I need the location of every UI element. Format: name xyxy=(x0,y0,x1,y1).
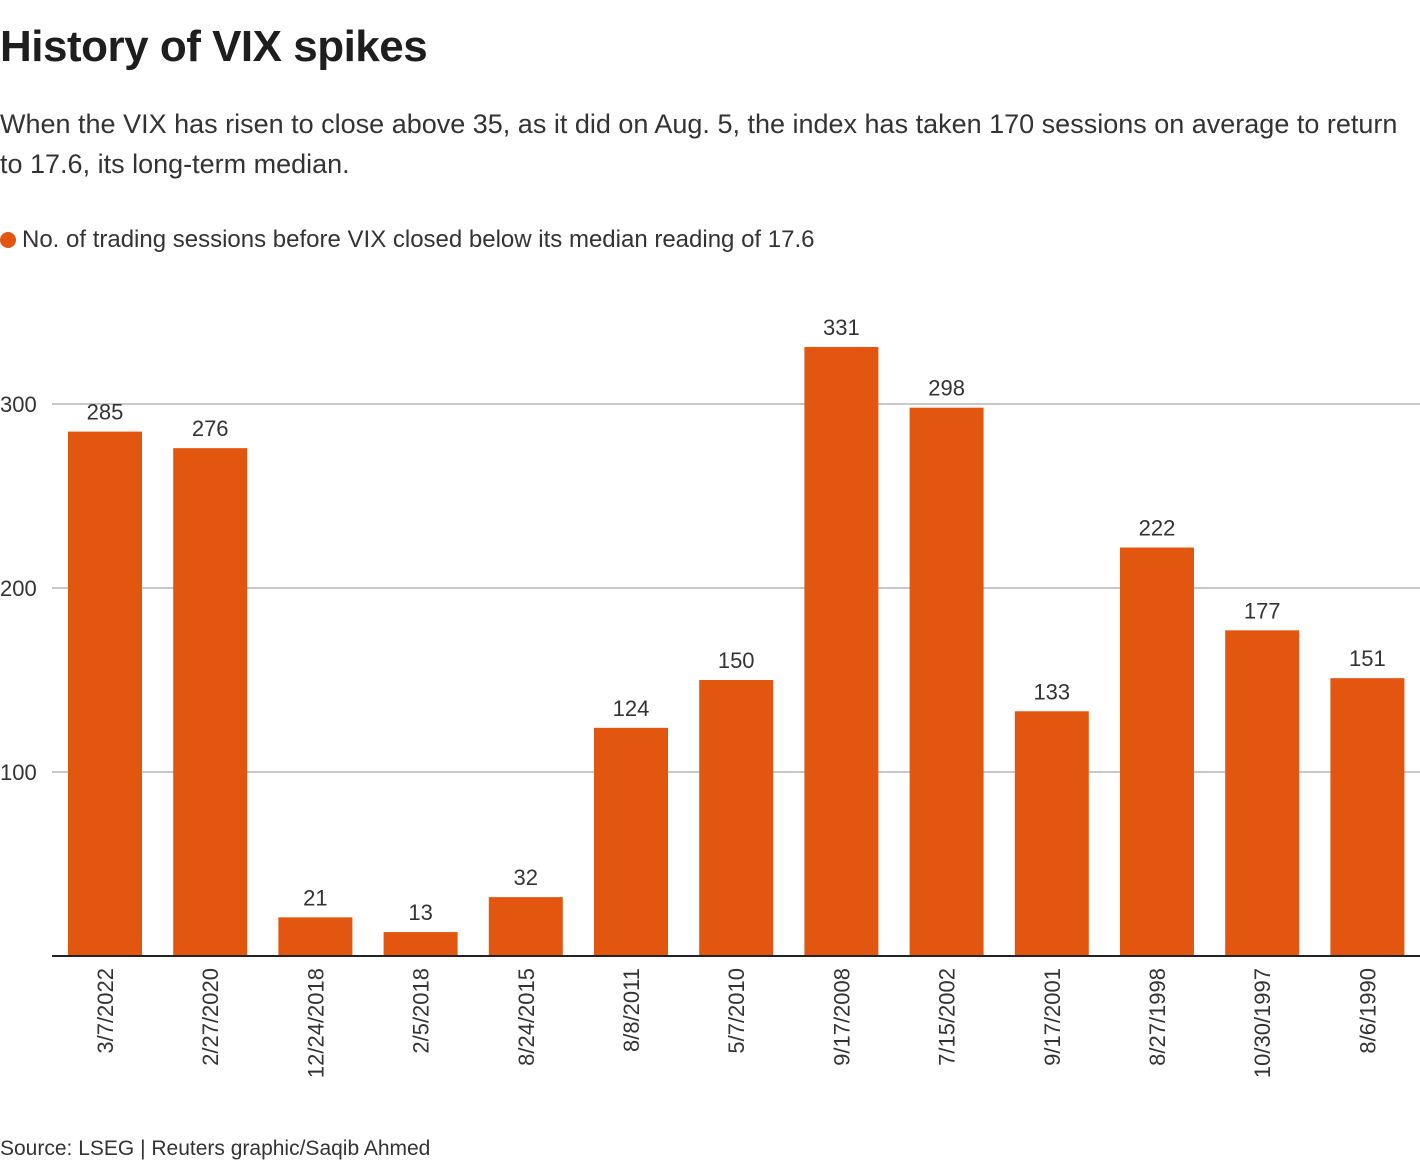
x-tick-label: 12/24/2018 xyxy=(303,968,328,1078)
y-tick-label: 100 xyxy=(0,760,37,785)
bar xyxy=(594,727,668,956)
x-tick-label: 7/15/2002 xyxy=(935,968,960,1066)
x-tick-label: 9/17/2001 xyxy=(1040,968,1065,1066)
bar xyxy=(173,448,248,956)
bar xyxy=(68,431,142,957)
bars xyxy=(68,346,1405,957)
data-label: 32 xyxy=(514,865,538,890)
bar xyxy=(1120,547,1194,956)
bar xyxy=(278,917,353,956)
x-tick-label: 2/5/2018 xyxy=(409,968,434,1054)
legend: No. of trading sessions before VIX close… xyxy=(0,226,814,254)
data-label: 151 xyxy=(1349,646,1386,671)
data-label: 177 xyxy=(1244,598,1281,623)
x-tick-label: 10/30/1997 xyxy=(1250,968,1275,1078)
bar xyxy=(1014,711,1089,956)
bar xyxy=(699,680,774,956)
x-tick-label: 5/7/2010 xyxy=(724,968,749,1054)
x-tick-label: 8/24/2015 xyxy=(514,968,539,1066)
y-axis-ticks: 100 200 300 xyxy=(0,392,37,785)
data-label: 285 xyxy=(87,400,124,425)
y-tick-label: 300 xyxy=(0,392,37,417)
data-label: 21 xyxy=(303,885,327,910)
bar xyxy=(804,346,879,957)
x-tick-label: 3/7/2022 xyxy=(93,968,118,1054)
bar xyxy=(1225,630,1300,956)
bar xyxy=(488,897,563,956)
source-credit: Source: LSEG | Reuters graphic/Saqib Ahm… xyxy=(0,1137,431,1160)
chart-title: History of VIX spikes xyxy=(0,22,428,71)
data-label: 124 xyxy=(613,696,650,721)
chart-subtitle: When the VIX has risen to close above 35… xyxy=(0,109,1398,179)
legend-swatch-icon xyxy=(0,232,16,248)
x-tick-label: 8/6/1990 xyxy=(1355,968,1380,1054)
data-label: 276 xyxy=(192,416,229,441)
legend-label: No. of trading sessions before VIX close… xyxy=(22,226,815,253)
bar xyxy=(1330,678,1405,956)
y-tick-label: 200 xyxy=(0,576,37,601)
x-axis-labels: 3/7/2022 2/27/2020 12/24/2018 2/5/2018 8/24/… xyxy=(93,968,1380,1078)
data-label: 133 xyxy=(1033,679,1070,704)
x-tick-label: 8/8/2011 xyxy=(619,968,644,1052)
x-tick-label: 2/27/2020 xyxy=(198,968,223,1066)
bar xyxy=(383,932,458,956)
x-tick-label: 8/27/1998 xyxy=(1145,968,1170,1066)
data-label: 222 xyxy=(1139,516,1176,541)
data-labels: 285 276 21 13 32 124 150 331 298 133 222 177 151 xyxy=(87,315,1386,925)
data-label: 331 xyxy=(823,315,860,340)
data-label: 150 xyxy=(718,648,755,673)
data-label: 13 xyxy=(408,900,432,925)
data-label: 298 xyxy=(928,376,965,401)
x-tick-label: 9/17/2008 xyxy=(829,968,854,1066)
bar xyxy=(909,407,984,956)
